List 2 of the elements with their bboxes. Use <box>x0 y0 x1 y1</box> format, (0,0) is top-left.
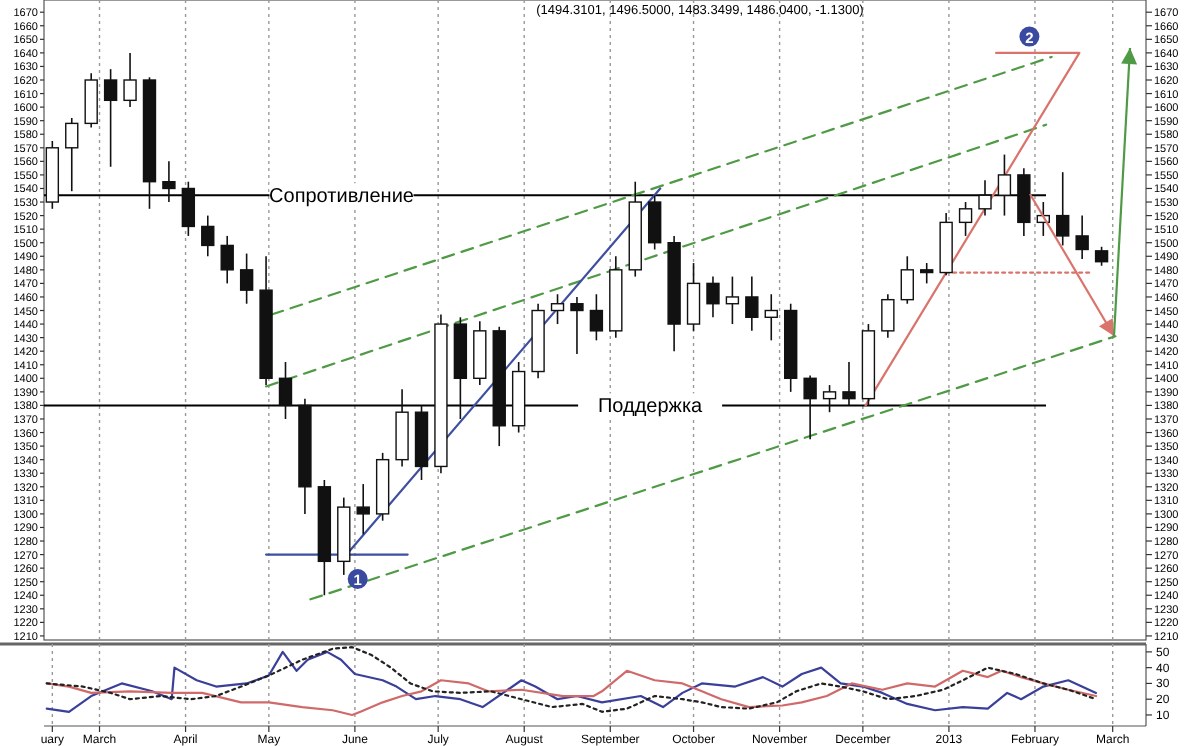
ref-line-label: Поддержка <box>597 396 704 419</box>
ref-line-label: Сопротивление <box>269 186 415 209</box>
